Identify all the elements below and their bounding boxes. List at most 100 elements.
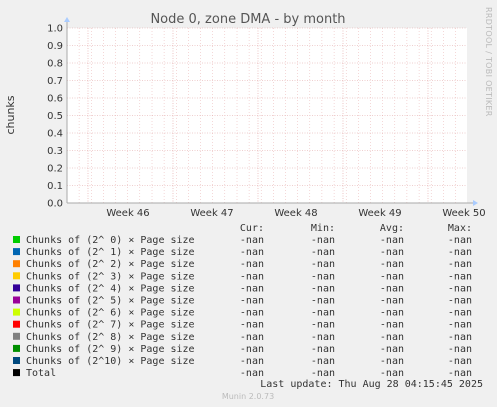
legend-column-header: Cur:	[240, 223, 264, 234]
legend-value: -nan	[311, 368, 335, 379]
legend-row: Chunks of (2^ 6) × Page size -nan -nan -nan…	[13, 308, 472, 319]
legend-row: Chunks of (2^ 7) × Page size -nan -nan -nan…	[13, 320, 472, 331]
legend-value: -nan	[380, 235, 404, 246]
legend-series-name: Chunks of (2^ 9) × Page size	[26, 344, 195, 355]
legend-swatch	[13, 284, 20, 292]
legend-swatch	[13, 272, 20, 280]
x-axis-arrow	[473, 200, 478, 206]
y-tick-label: 0.9	[47, 41, 63, 52]
y-axis-label: chunks	[4, 95, 17, 134]
legend-value: -nan	[240, 320, 264, 331]
legend-value: -nan	[311, 308, 335, 319]
legend-row: Chunks of (2^ 4) × Page size -nan -nan -nan…	[13, 283, 472, 294]
chart-title: Node 0, zone DMA - by month	[150, 12, 345, 27]
legend-value: -nan	[448, 320, 472, 331]
legend-series-name: Chunks of (2^ 3) × Page size	[26, 271, 195, 282]
legend-row: Chunks of (2^ 3) × Page size -nan -nan -nan…	[13, 271, 472, 282]
legend-swatch	[13, 320, 20, 328]
legend-column-header: Max:	[448, 223, 472, 234]
legend-value: -nan	[448, 235, 472, 246]
legend-value: -nan	[240, 308, 264, 319]
legend-value: -nan	[448, 247, 472, 258]
legend-series-name: Total	[26, 368, 56, 379]
legend-row: Chunks of (2^ 0) × Page size -nan -nan -nan…	[13, 235, 472, 246]
y-tick-label: 0.0	[47, 199, 63, 210]
y-tick-label: 0.4	[47, 129, 63, 140]
legend-value: -nan	[448, 296, 472, 307]
legend-swatch	[13, 236, 20, 243]
y-tick-label: 0.6	[47, 94, 63, 105]
legend-value: -nan	[240, 344, 264, 355]
legend-series-name: Chunks of (2^ 2) × Page size	[26, 259, 195, 270]
legend-value: -nan	[311, 283, 335, 294]
legend-value: -nan	[240, 356, 264, 367]
legend-value: -nan	[380, 283, 404, 294]
legend-value: -nan	[311, 344, 335, 355]
legend-row: Chunks of (2^ 5) × Page size -nan -nan -nan…	[13, 296, 472, 307]
x-tick-label: Week 48	[274, 208, 317, 219]
legend-value: -nan	[380, 368, 404, 379]
legend-value: -nan	[448, 283, 472, 294]
x-tick-label: Week 49	[358, 208, 401, 219]
legend-value: -nan	[380, 344, 404, 355]
legend-swatch	[13, 344, 20, 352]
legend-swatch	[13, 357, 20, 364]
legend-value: -nan	[380, 296, 404, 307]
x-tick-label: Week 46	[106, 208, 149, 219]
legend-value: -nan	[311, 247, 335, 258]
x-tick-label: Week 47	[190, 208, 233, 219]
legend-column-header: Avg:	[380, 223, 404, 234]
legend-value: -nan	[311, 259, 335, 270]
legend-series-name: Chunks of (2^ 8) × Page size	[26, 332, 195, 343]
legend-value: -nan	[448, 259, 472, 270]
legend-series-name: Chunks of (2^ 5) × Page size	[26, 296, 195, 307]
legend-value: -nan	[380, 259, 404, 270]
legend-series-name: Chunks of (2^ 7) × Page size	[26, 320, 195, 331]
legend-value: -nan	[380, 308, 404, 319]
legend-series-name: Chunks of (2^ 6) × Page size	[26, 308, 195, 319]
horizontal-grid	[67, 27, 467, 203]
legend-value: -nan	[448, 368, 472, 379]
y-tick-label: 0.2	[47, 164, 63, 175]
y-tick-label: 0.7	[47, 76, 63, 87]
legend-swatch	[13, 332, 20, 340]
y-tick-label: 0.8	[47, 59, 63, 70]
legend-value: -nan	[380, 332, 404, 343]
legend-value: -nan	[240, 259, 264, 270]
legend-value: -nan	[448, 271, 472, 282]
legend-row: Chunks of (2^ 9) × Page size -nan -nan -nan…	[13, 344, 472, 355]
legend-series-name: Chunks of (2^ 1) × Page size	[26, 247, 195, 258]
legend-value: -nan	[311, 356, 335, 367]
y-tick-label: 0.1	[47, 181, 63, 192]
x-tick-label: Week 50	[442, 208, 485, 219]
legend-swatch	[13, 296, 20, 304]
legend-value: -nan	[240, 247, 264, 258]
legend-swatch	[13, 369, 20, 377]
legend-row: Chunks of (2^ 2) × Page size -nan -nan -nan…	[13, 259, 472, 270]
legend-value: -nan	[311, 296, 335, 307]
y-tick-label: 0.3	[47, 146, 63, 157]
legend-swatch	[13, 248, 20, 256]
legend-row: Chunks of (2^10) × Page size -nan -nan -nan…	[13, 356, 472, 367]
legend-series-name: Chunks of (2^ 0) × Page size	[26, 235, 195, 246]
legend-value: -nan	[240, 283, 264, 294]
legend-value: -nan	[311, 271, 335, 282]
legend-value: -nan	[448, 332, 472, 343]
rrdtool-side-label: RRDTOOL / TOBI OETIKER	[484, 7, 493, 117]
legend-row: Chunks of (2^ 8) × Page size -nan -nan -nan…	[13, 332, 472, 343]
legend-value: -nan	[311, 320, 335, 331]
legend-value: -nan	[380, 356, 404, 367]
legend-value: -nan	[240, 368, 264, 379]
legend-value: -nan	[448, 356, 472, 367]
y-tick-label: 0.5	[47, 111, 63, 122]
last-update: Last update: Thu Aug 28 04:15:45 2025	[260, 379, 483, 390]
legend-value: -nan	[380, 271, 404, 282]
legend-column-header: Min:	[311, 223, 335, 234]
legend-series-name: Chunks of (2^ 4) × Page size	[26, 283, 195, 294]
legend-value: -nan	[448, 308, 472, 319]
legend-value: -nan	[311, 235, 335, 246]
legend-row: Total -nan -nan -nan -nan	[13, 368, 472, 379]
legend-value: -nan	[240, 296, 264, 307]
legend-swatch	[13, 308, 20, 316]
